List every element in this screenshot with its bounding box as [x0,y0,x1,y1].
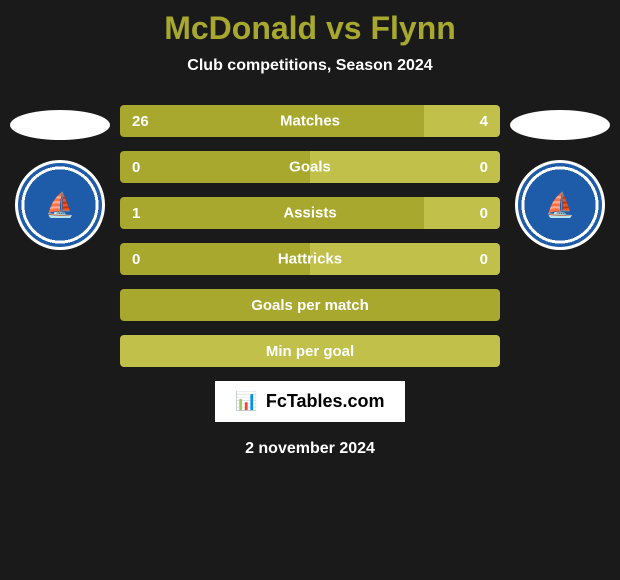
stat-label: Goals per match [120,289,500,321]
stat-label: Goals [289,159,331,176]
stat-row-min-per-goal: Min per goal [120,335,500,367]
footer-logo-text: FcTables.com [266,391,385,412]
stat-row-hattricks: 00Hattricks [120,243,500,275]
player-avatar-right [510,110,610,140]
right-player-section: ⛵ [500,105,620,250]
stat-row-goals-per-match: Goals per match [120,289,500,321]
footer-logo: 📊 FcTables.com [215,381,404,422]
badge-ship-icon: ⛵ [528,173,592,237]
page-subtitle: Club competitions, Season 2024 [187,57,432,75]
club-badge-right: ⛵ [515,160,605,250]
chart-icon: 📊 [235,391,257,412]
stat-right-value: 0 [424,197,500,229]
left-player-section: ⛵ [0,105,120,250]
player-avatar-left [10,110,110,140]
stats-bars-section: 264Matches00Goals10Assists00HattricksGoa… [120,105,500,367]
main-container: McDonald vs Flynn Club competitions, Sea… [0,0,620,580]
stat-label: Min per goal [120,335,500,367]
stat-label: Matches [280,113,340,130]
stat-left-value: 26 [120,105,424,137]
content-area: ⛵ 264Matches00Goals10Assists00HattricksG… [0,105,620,367]
stat-left-value: 1 [120,197,424,229]
club-badge-left: ⛵ [15,160,105,250]
stat-left-value: 0 [120,151,310,183]
stat-row-goals: 00Goals [120,151,500,183]
stat-label: Assists [283,205,336,222]
page-title: McDonald vs Flynn [164,10,456,47]
stat-row-matches: 264 Matches [120,105,500,137]
footer-date: 2 november 2024 [245,440,375,458]
stat-right-value: 4 [424,105,500,137]
stat-label: Hattricks [278,251,342,268]
stat-row-assists: 10 Assists [120,197,500,229]
stat-right-value: 0 [310,151,500,183]
badge-ship-icon: ⛵ [28,173,92,237]
